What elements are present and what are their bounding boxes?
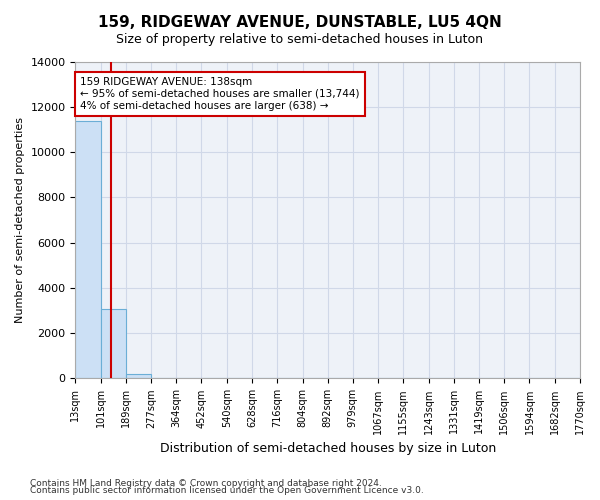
Text: Size of property relative to semi-detached houses in Luton: Size of property relative to semi-detach… — [116, 32, 484, 46]
X-axis label: Distribution of semi-detached houses by size in Luton: Distribution of semi-detached houses by … — [160, 442, 496, 455]
Text: Contains HM Land Registry data © Crown copyright and database right 2024.: Contains HM Land Registry data © Crown c… — [30, 478, 382, 488]
Bar — [126, 374, 151, 378]
Bar — [101, 310, 126, 378]
Bar — [76, 122, 101, 378]
Text: 159 RIDGEWAY AVENUE: 138sqm
← 95% of semi-detached houses are smaller (13,744)
4: 159 RIDGEWAY AVENUE: 138sqm ← 95% of sem… — [80, 78, 360, 110]
Y-axis label: Number of semi-detached properties: Number of semi-detached properties — [15, 117, 25, 323]
Text: Contains public sector information licensed under the Open Government Licence v3: Contains public sector information licen… — [30, 486, 424, 495]
Text: 159, RIDGEWAY AVENUE, DUNSTABLE, LU5 4QN: 159, RIDGEWAY AVENUE, DUNSTABLE, LU5 4QN — [98, 15, 502, 30]
